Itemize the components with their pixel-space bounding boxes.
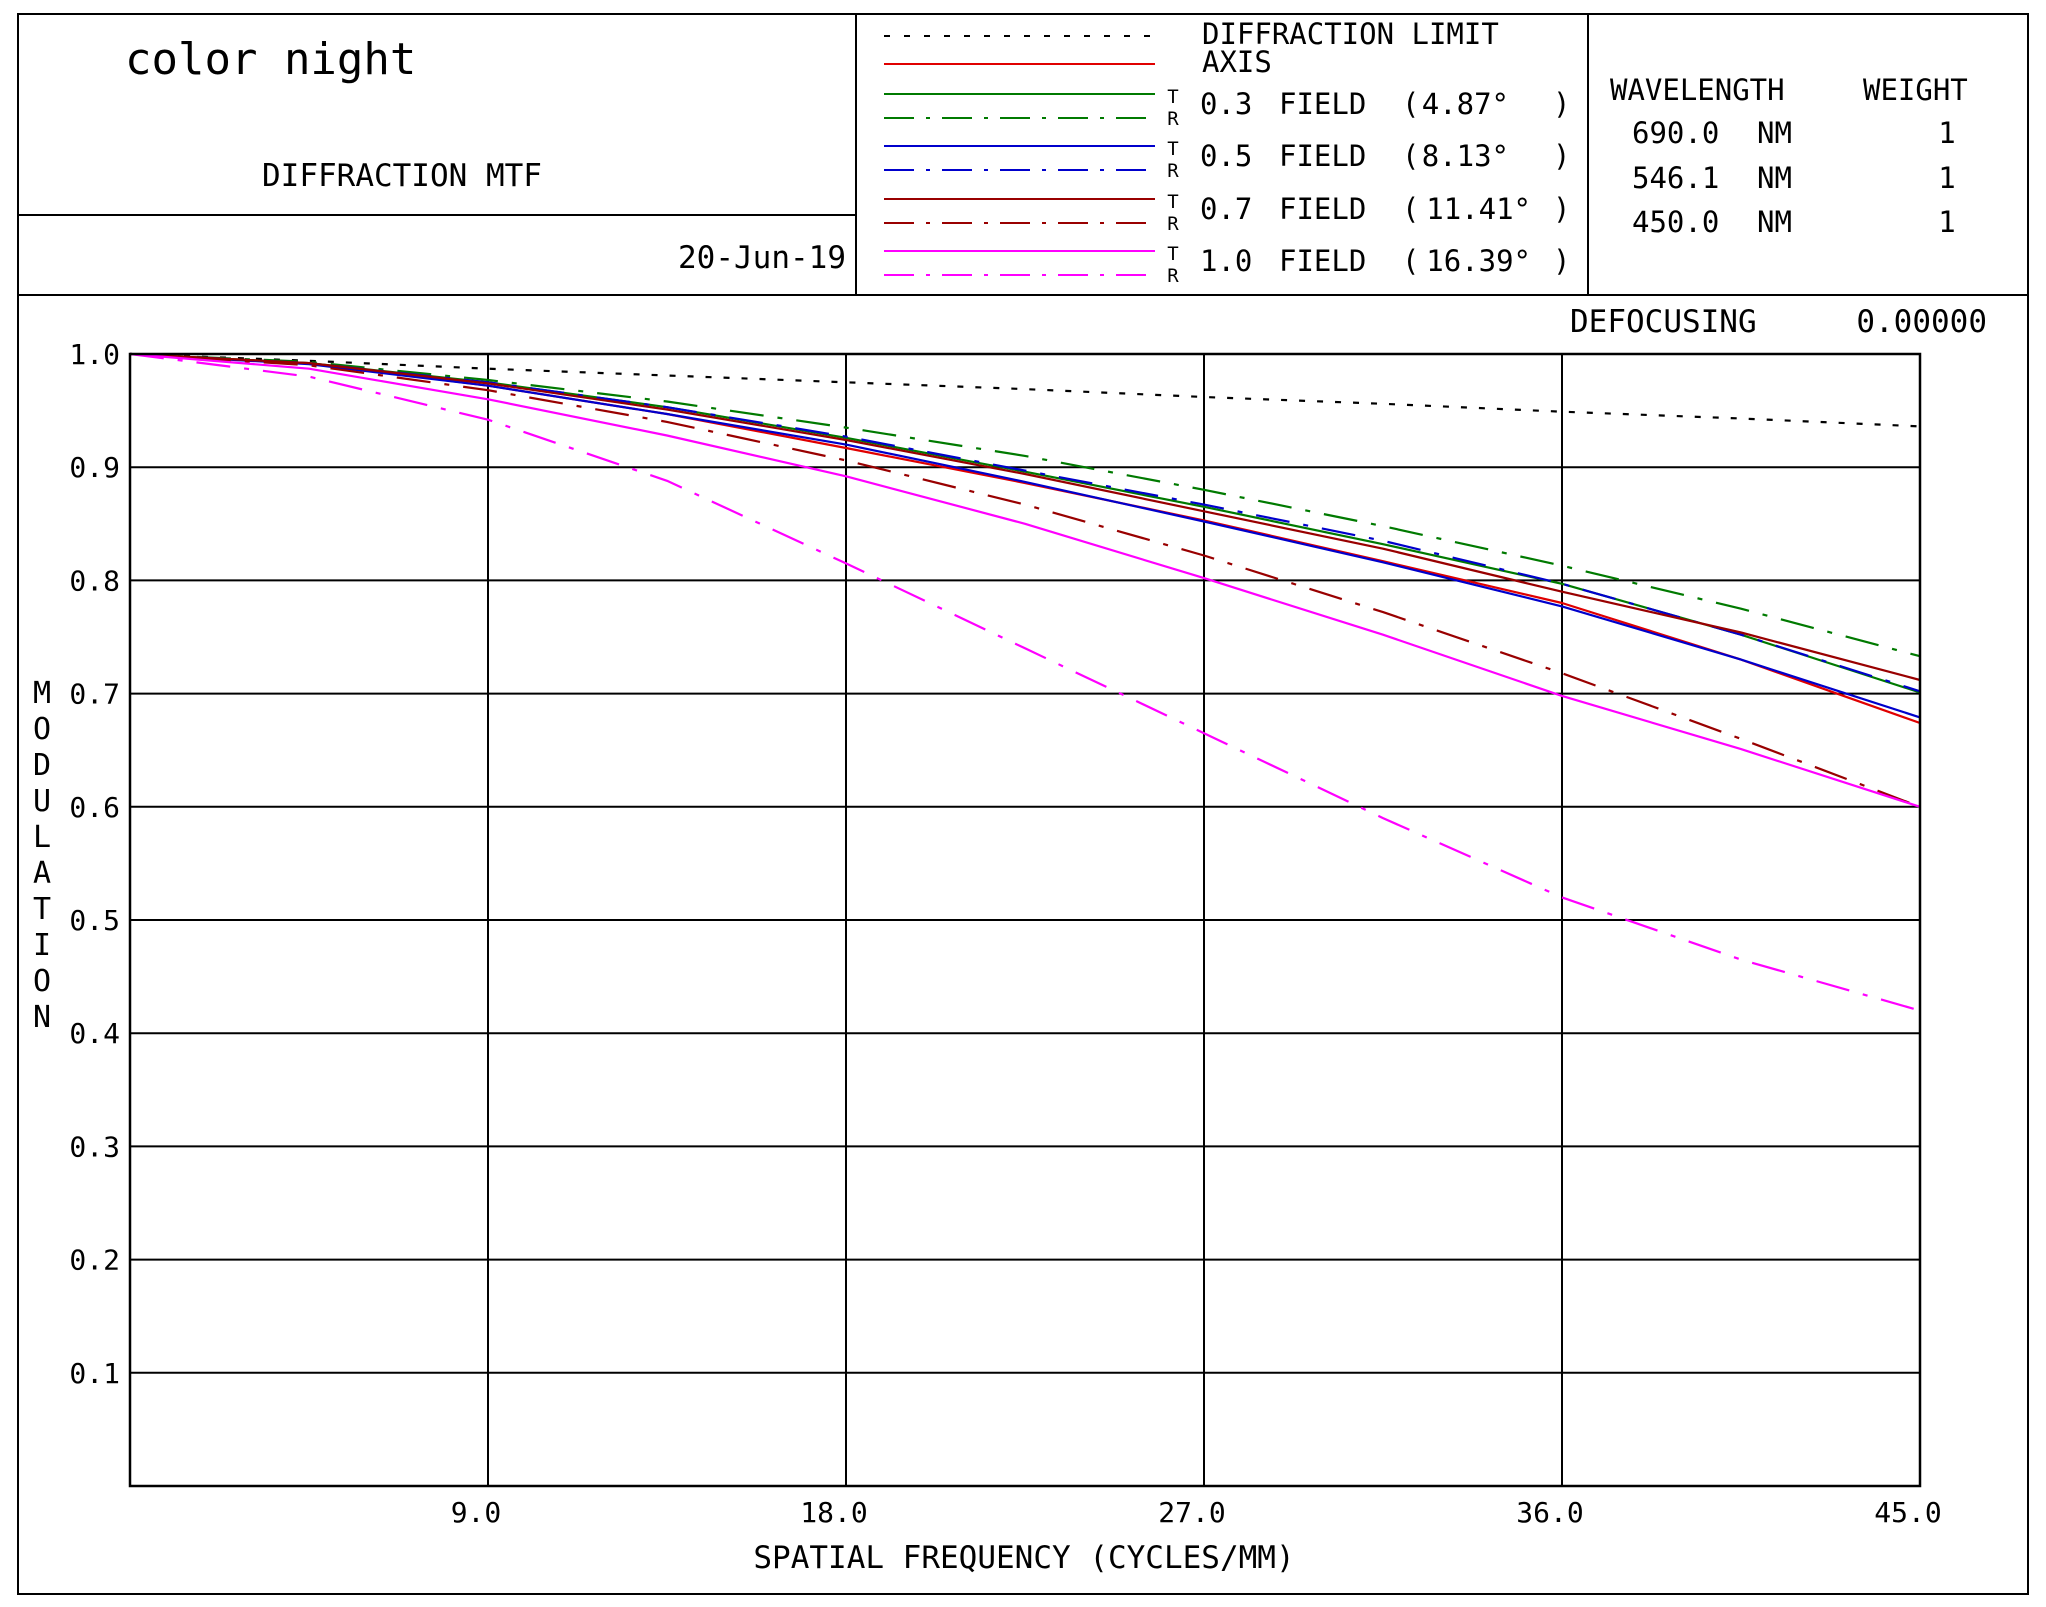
x-tick-label: 36.0 bbox=[1516, 1496, 1583, 1529]
series-line-0-7-field-r bbox=[129, 352, 1921, 808]
legend-field-angle: 16.39° bbox=[1426, 244, 1531, 278]
y-tick-label: 0.2 bbox=[69, 1244, 120, 1277]
legend-paren-open: ( bbox=[1402, 244, 1419, 278]
series-line-1-0-field-r bbox=[129, 352, 1921, 1012]
plot-border bbox=[128, 352, 1922, 1488]
plot-title: color night bbox=[125, 34, 416, 85]
tick-labels: 9.0 18.0 27.0 36.0 45.0 0.1 0.2 0.3 0.4 0.5 0.6 0.7… bbox=[69, 338, 1941, 1529]
series-line-0-5-field-t bbox=[129, 352, 1921, 719]
legend-label-axis: AXIS bbox=[1202, 45, 1272, 79]
y-tick-label: 1.0 bbox=[69, 338, 120, 371]
x-tick-label: 18.0 bbox=[800, 1496, 867, 1529]
y-tick-label: 0.9 bbox=[69, 451, 120, 484]
weight-header: WEIGHT bbox=[1863, 73, 1968, 107]
series-lines bbox=[129, 352, 1921, 1012]
legend-paren-open: ( bbox=[1402, 87, 1419, 121]
y-tick-label: 0.3 bbox=[69, 1130, 120, 1163]
y-tick-label: 0.5 bbox=[69, 904, 120, 937]
plot-subtitle: DIFFRACTION MTF bbox=[262, 158, 542, 194]
legend-field-word: FIELD bbox=[1279, 87, 1366, 121]
legend-marker-t: T bbox=[1167, 138, 1178, 160]
title-block: color night DIFFRACTION MTF 20-Jun-19 bbox=[125, 34, 846, 276]
wavelength-value: 450.0 bbox=[1632, 205, 1719, 239]
legend-paren-close: ) bbox=[1553, 192, 1570, 226]
y-tick-label: 0.6 bbox=[69, 791, 120, 824]
x-tick-label: 9.0 bbox=[451, 1496, 502, 1529]
legend-marker-r: R bbox=[1167, 213, 1179, 235]
legend-field-angle: 11.41° bbox=[1426, 192, 1531, 226]
legend-label-diffraction-limit: DIFFRACTION LIMIT bbox=[1202, 17, 1499, 51]
x-tick-label: 27.0 bbox=[1158, 1496, 1225, 1529]
wavelength-header: WAVELENGTH bbox=[1610, 73, 1785, 107]
legend: DIFFRACTION LIMIT AXIS T R 0.3 FIELD ( 4… bbox=[884, 17, 1570, 287]
wavelength-weight: 1 bbox=[1938, 205, 1955, 239]
legend-field-word: FIELD bbox=[1279, 244, 1366, 278]
wavelength-weight: 1 bbox=[1938, 161, 1955, 195]
series-line-axis bbox=[129, 352, 1921, 725]
wavelength-unit: NM bbox=[1757, 116, 1792, 150]
legend-field-angle: 4.87° bbox=[1422, 87, 1509, 121]
wavelength-table: WAVELENGTH WEIGHT 690.0 NM 1 546.1 NM 1 … bbox=[1610, 73, 1968, 239]
defocusing-value: 0.00000 bbox=[1856, 304, 1987, 340]
wavelength-unit: NM bbox=[1757, 161, 1792, 195]
series-line-0-3-field-r bbox=[129, 352, 1921, 658]
legend-field-word: FIELD bbox=[1279, 139, 1366, 173]
x-tick-label: 45.0 bbox=[1874, 1496, 1941, 1529]
y-tick-label: 0.4 bbox=[69, 1017, 120, 1050]
legend-marker-t: T bbox=[1167, 243, 1178, 265]
legend-paren-close: ) bbox=[1553, 244, 1570, 278]
y-tick-label: 0.1 bbox=[69, 1357, 120, 1390]
x-axis-label: SPATIAL FREQUENCY (CYCLES/MM) bbox=[753, 1540, 1294, 1576]
legend-paren-open: ( bbox=[1402, 192, 1419, 226]
wavelength-weight: 1 bbox=[1938, 116, 1955, 150]
legend-field-value: 1.0 bbox=[1200, 244, 1252, 278]
legend-field-value: 0.5 bbox=[1200, 139, 1252, 173]
series-line-0-7-field-t bbox=[129, 352, 1921, 682]
legend-field-word: FIELD bbox=[1279, 192, 1366, 226]
series-line-0-5-field-r bbox=[129, 352, 1921, 693]
y-tick-label: 0.8 bbox=[69, 564, 120, 597]
legend-marker-r: R bbox=[1167, 265, 1179, 287]
plot-date: 20-Jun-19 bbox=[678, 240, 846, 276]
frame bbox=[17, 13, 2029, 1595]
legend-marker-r: R bbox=[1167, 160, 1179, 182]
legend-paren-close: ) bbox=[1553, 139, 1570, 173]
wavelength-value: 690.0 bbox=[1632, 116, 1719, 150]
defocusing-label: DEFOCUSING bbox=[1570, 304, 1757, 340]
legend-marker-r: R bbox=[1167, 108, 1179, 130]
legend-paren-close: ) bbox=[1553, 87, 1570, 121]
wavelength-value: 546.1 bbox=[1632, 161, 1719, 195]
grid bbox=[130, 354, 1920, 1486]
wavelength-unit: NM bbox=[1757, 205, 1792, 239]
series-line-1-0-field-t bbox=[129, 352, 1921, 808]
outer-border bbox=[17, 13, 2029, 1595]
series-line-diffraction-limit bbox=[129, 352, 1921, 428]
legend-field-angle: 8.13° bbox=[1422, 139, 1509, 173]
legend-marker-t: T bbox=[1167, 191, 1178, 213]
legend-paren-open: ( bbox=[1402, 139, 1419, 173]
legend-field-value: 0.7 bbox=[1200, 192, 1252, 226]
legend-marker-t: T bbox=[1167, 86, 1178, 108]
legend-field-value: 0.3 bbox=[1200, 87, 1252, 121]
y-tick-label: 0.7 bbox=[69, 678, 120, 711]
